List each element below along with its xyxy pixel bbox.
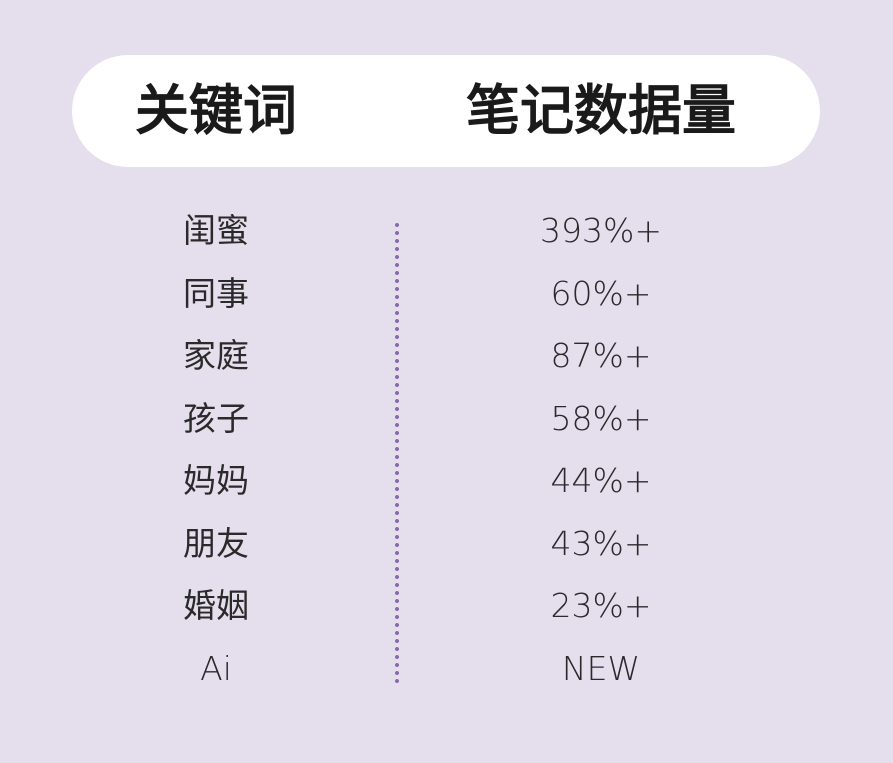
value-cell: 60%+ xyxy=(550,273,652,313)
keyword-cell: 婚姻 xyxy=(183,586,249,625)
table-row: 闺蜜 393%+ xyxy=(0,200,893,262)
keyword-cell: 闺蜜 xyxy=(183,211,249,250)
keyword-cell: 孩子 xyxy=(183,398,249,438)
value-cell: 43%+ xyxy=(550,523,652,563)
keyword-cell: 妈妈 xyxy=(183,461,249,500)
keyword-cell: 同事 xyxy=(183,273,249,313)
value-cell: 393%+ xyxy=(540,211,662,250)
table-row: 婚姻 23%+ xyxy=(0,575,893,637)
value-cell: 44%+ xyxy=(550,461,652,500)
header-notes: 笔记数据量 xyxy=(466,79,736,142)
value-cell: 58%+ xyxy=(550,398,652,438)
value-cell: 87%+ xyxy=(550,336,652,375)
table-row: Ai NEW xyxy=(0,638,893,700)
table-row: 妈妈 44%+ xyxy=(0,450,893,512)
value-cell: NEW xyxy=(561,648,641,688)
table-row: 同事 60%+ xyxy=(0,263,893,325)
keyword-cell: 朋友 xyxy=(183,523,249,563)
value-cell: 23%+ xyxy=(550,586,652,625)
header-keyword: 关键词 xyxy=(135,79,297,142)
table-row: 孩子 58%+ xyxy=(0,388,893,450)
dotted-divider xyxy=(395,221,399,683)
keyword-cell: Ai xyxy=(200,648,232,688)
table-row: 家庭 87%+ xyxy=(0,325,893,387)
keyword-cell: 家庭 xyxy=(183,336,249,375)
table-row: 朋友 43%+ xyxy=(0,513,893,575)
table-header: 关键词 笔记数据量 xyxy=(72,55,820,167)
